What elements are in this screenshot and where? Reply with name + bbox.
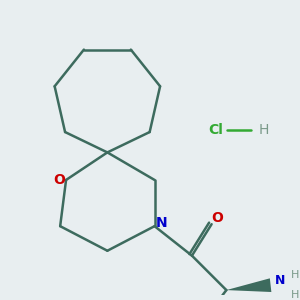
Text: N: N	[275, 274, 286, 287]
Text: O: O	[212, 211, 224, 225]
Text: N: N	[156, 216, 167, 230]
Text: O: O	[53, 173, 65, 187]
Polygon shape	[226, 278, 272, 292]
Text: H: H	[291, 270, 299, 280]
Text: Cl: Cl	[208, 123, 223, 137]
Text: H: H	[259, 123, 269, 137]
Text: H: H	[291, 290, 299, 300]
